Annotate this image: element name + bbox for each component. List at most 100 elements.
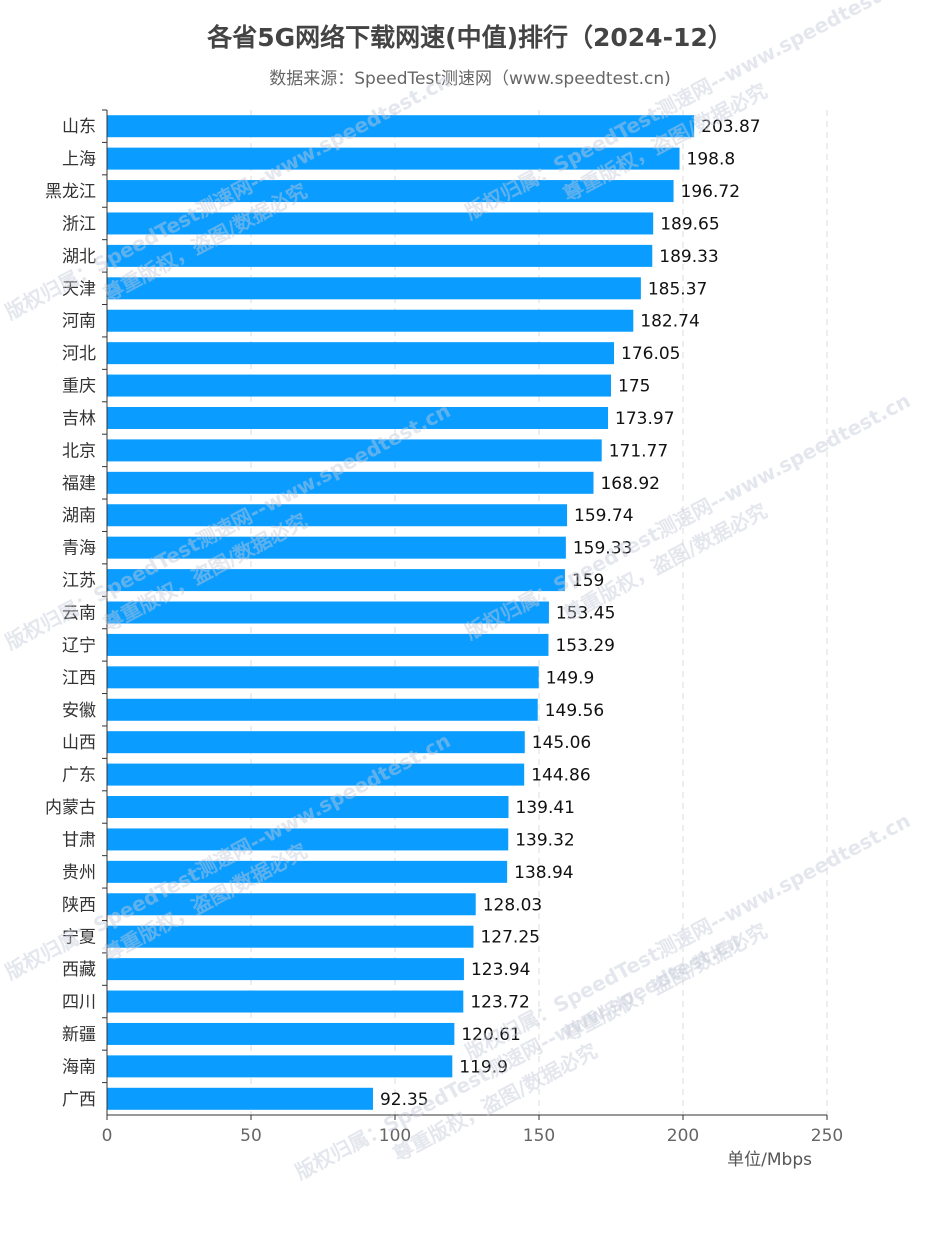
bar-山西	[107, 731, 525, 754]
bar-山东	[107, 115, 695, 138]
value-label: 168.92	[600, 474, 659, 494]
value-label: 198.8	[687, 150, 736, 170]
value-label: 159.74	[574, 506, 633, 526]
bar-贵州	[107, 860, 508, 883]
value-label: 189.33	[659, 247, 718, 267]
category-label: 吉林	[62, 409, 96, 429]
bar-江西	[107, 666, 539, 689]
bar-湖北	[107, 244, 653, 267]
value-label: 153.45	[556, 604, 615, 624]
axes: 0 50 100 150 200 250 单位/Mbps	[102, 109, 843, 1170]
bar-河北	[107, 342, 615, 365]
x-tick-label: 200	[667, 1126, 699, 1146]
value-label: 139.41	[516, 798, 575, 818]
value-label: 173.97	[615, 409, 674, 429]
value-label: 149.56	[545, 701, 604, 721]
category-label: 上海	[62, 150, 96, 170]
watermark: 版权归属：SpeedTest测速网--www.speedtest.cn尊重版权，…	[1, 68, 454, 324]
value-label: 127.25	[480, 928, 539, 948]
value-label: 153.29	[555, 636, 614, 656]
bar-上海	[107, 147, 680, 170]
category-label: 海南	[62, 1057, 96, 1077]
category-label: 江苏	[62, 571, 96, 591]
value-label: 138.94	[514, 863, 573, 883]
bar-重庆	[107, 374, 611, 397]
value-label: 144.86	[531, 766, 590, 786]
category-label: 河北	[62, 344, 96, 364]
x-tick-label: 0	[102, 1126, 113, 1146]
value-label: 92.35	[380, 1090, 429, 1110]
chart-subtitle: 数据来源：SpeedTest测速网（www.speedtest.cn)	[269, 69, 671, 89]
category-label: 甘肃	[62, 830, 96, 850]
value-label: 176.05	[621, 344, 680, 364]
bar-福建	[107, 471, 594, 494]
category-label: 湖北	[62, 247, 96, 267]
value-label: 145.06	[532, 733, 591, 753]
bar-甘肃	[107, 828, 509, 851]
bar-青海	[107, 536, 566, 559]
category-label: 北京	[62, 441, 96, 461]
category-label: 新疆	[62, 1025, 96, 1045]
category-label: 云南	[62, 604, 96, 624]
category-label: 安徽	[62, 701, 96, 721]
chart-title: 各省5G网络下载网速(中值)排行（2024-12）	[207, 23, 733, 52]
bar-广东	[107, 763, 525, 786]
x-tick-label: 50	[240, 1126, 262, 1146]
category-label: 四川	[62, 993, 96, 1013]
bar-新疆	[107, 1022, 455, 1045]
value-label: 149.9	[546, 668, 595, 688]
bar-北京	[107, 439, 602, 462]
x-tick-label: 150	[523, 1126, 555, 1146]
watermark: 版权归属：SpeedTest测速网--www.speedtest.cn尊重版权，…	[461, 388, 914, 644]
bar-安徽	[107, 698, 538, 721]
value-label: 185.37	[648, 279, 707, 299]
value-label: 120.61	[461, 1025, 520, 1045]
bar-广西	[107, 1087, 373, 1110]
category-label: 内蒙古	[45, 798, 96, 818]
bar-云南	[107, 601, 549, 624]
value-label: 123.72	[470, 993, 529, 1013]
x-tick-label: 100	[379, 1126, 411, 1146]
value-label: 159.33	[573, 539, 632, 559]
value-label: 128.03	[483, 895, 542, 915]
bar-辽宁	[107, 633, 549, 656]
bar-海南	[107, 1055, 453, 1078]
bar-陕西	[107, 893, 476, 916]
category-label: 重庆	[62, 377, 96, 397]
value-label: 175	[618, 377, 650, 397]
bar-浙江	[107, 212, 654, 235]
value-label: 203.87	[701, 117, 760, 137]
category-label: 湖南	[62, 506, 96, 526]
category-label: 江西	[62, 668, 96, 688]
category-label: 西藏	[62, 960, 96, 980]
bar-吉林	[107, 406, 609, 429]
category-label: 福建	[62, 474, 96, 494]
category-label: 广东	[62, 766, 96, 786]
category-label: 黑龙江	[45, 182, 96, 202]
value-label: 159	[572, 571, 604, 591]
bar-河南	[107, 309, 634, 332]
category-label: 陕西	[62, 895, 96, 915]
category-label: 宁夏	[62, 928, 96, 948]
bar-江苏	[107, 569, 565, 592]
bar-天津	[107, 277, 641, 300]
x-tick-label: 250	[811, 1126, 843, 1146]
value-label: 119.9	[459, 1057, 508, 1077]
bar-西藏	[107, 958, 464, 981]
category-label: 辽宁	[62, 636, 96, 656]
category-label: 山西	[62, 733, 96, 753]
category-label: 青海	[62, 539, 96, 559]
value-label: 196.72	[681, 182, 740, 202]
category-label: 天津	[62, 279, 96, 299]
bars: 山东 203.87 上海 198.8 黑龙江 196.72 浙江 189.65 湖北 189.33…	[45, 115, 761, 1110]
value-label: 189.65	[660, 214, 719, 234]
value-label: 139.32	[515, 830, 574, 850]
bar-湖南	[107, 504, 568, 527]
category-label: 河南	[62, 312, 96, 332]
category-label: 山东	[62, 117, 96, 137]
bar-内蒙古	[107, 796, 509, 819]
bar-四川	[107, 990, 464, 1013]
value-label: 182.74	[640, 312, 699, 332]
bar-黑龙江	[107, 180, 674, 203]
